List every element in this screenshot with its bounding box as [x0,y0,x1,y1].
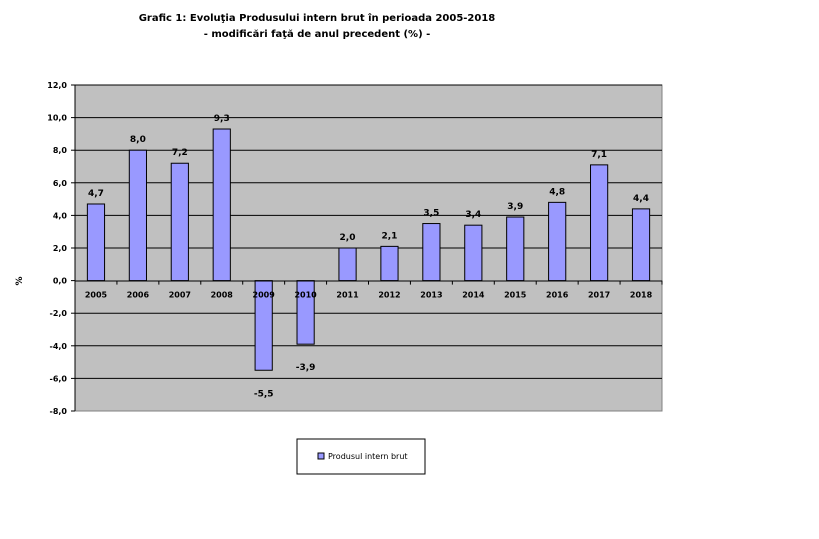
bar [128,149,147,282]
legend: Produsul intern brut [296,438,426,475]
data-label: -3,9 [296,363,316,373]
bar [631,208,651,282]
data-label: 2,0 [340,233,356,243]
x-tick-label: 2008 [211,291,234,300]
data-label: 7,2 [172,148,188,158]
bars [86,128,651,371]
legend-swatch [317,452,325,460]
bar [548,201,567,282]
data-label: 9,3 [214,114,230,124]
x-tick-label: 2007 [169,291,191,300]
bar [590,164,609,282]
y-tick-label: -4,0 [50,342,68,351]
data-label: 3,5 [423,209,439,219]
y-tick-label: -6,0 [50,374,68,383]
data-label: 8,0 [130,135,146,145]
x-tick-label: 2018 [630,291,653,300]
y-axis-title: % [15,276,25,285]
legend-label: Produsul intern brut [328,452,408,461]
x-tick-label: 2016 [546,291,569,300]
x-tick-label: 2015 [504,291,527,300]
x-tick-label: 2009 [253,291,276,300]
data-label: 2,1 [381,231,397,241]
y-tick-label: 6,0 [53,179,68,188]
bar [464,224,483,282]
bar [506,216,525,282]
x-tick-label: 2017 [588,291,610,300]
data-label: 4,4 [633,194,649,204]
x-tick-label: 2011 [336,291,359,300]
data-label: -5,5 [254,389,274,399]
chart-subtitle: - modificări faţă de anul precedent (%) … [204,29,431,40]
x-tick-label: 2012 [378,291,400,300]
bar [338,247,357,282]
y-tick-label: -8,0 [50,407,68,416]
x-tick-label: 2013 [420,291,442,300]
data-label: 3,4 [465,210,481,220]
x-axis: 2005 2006 2007 2008 2009 2010 2011 2012 2013 2014… [74,280,663,300]
y-tick-label: 0,0 [53,277,68,286]
x-tick-label: 2006 [127,291,150,300]
y-tick-label: 12,0 [47,81,67,90]
y-tick-label: 4,0 [53,211,68,220]
y-tick-label: 8,0 [53,146,68,155]
x-tick-label: 2014 [462,291,485,300]
bar [170,162,189,282]
x-tick-label: 2010 [294,291,317,300]
bar [212,128,231,282]
chart-title: Grafic 1: Evoluţia Produsului intern bru… [139,12,496,24]
bar [422,223,441,282]
data-labels: 4,7 8,0 7,2 9,3 -5,5 -3,9 2,0 2,1 3,5 3,4 3,9 4,8 7,… [88,114,649,399]
data-label: 4,7 [88,189,104,199]
y-tick-label: 10,0 [47,114,67,123]
data-label: 7,1 [591,150,607,160]
data-label: 3,9 [507,202,523,212]
y-axis: 12,0 10,0 8,0 6,0 4,0 2,0 0,0 -2,0 -4,0 -6,0 -8,0 [47,81,76,416]
y-tick-label: 2,0 [53,244,68,253]
y-tick-label: -2,0 [50,309,68,318]
data-label: 4,8 [549,187,565,197]
x-tick-label: 2005 [85,291,108,300]
bar [380,245,399,282]
bar [86,203,106,282]
